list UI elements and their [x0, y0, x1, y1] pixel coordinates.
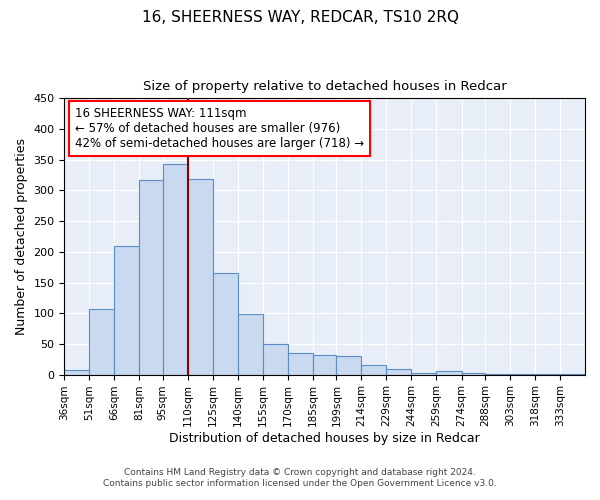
Y-axis label: Number of detached properties: Number of detached properties — [15, 138, 28, 335]
Bar — [288, 353, 313, 374]
Bar — [361, 365, 386, 374]
Bar — [188, 179, 213, 374]
Bar — [337, 356, 361, 374]
Bar — [436, 371, 461, 374]
Bar — [313, 355, 337, 374]
Bar — [213, 274, 238, 374]
Bar — [64, 370, 89, 374]
Bar — [263, 344, 288, 374]
Title: Size of property relative to detached houses in Redcar: Size of property relative to detached ho… — [143, 80, 506, 93]
Text: Contains HM Land Registry data © Crown copyright and database right 2024.
Contai: Contains HM Land Registry data © Crown c… — [103, 468, 497, 487]
Bar — [386, 369, 412, 374]
Text: 16 SHEERNESS WAY: 111sqm
← 57% of detached houses are smaller (976)
42% of semi-: 16 SHEERNESS WAY: 111sqm ← 57% of detach… — [75, 106, 364, 150]
X-axis label: Distribution of detached houses by size in Redcar: Distribution of detached houses by size … — [169, 432, 480, 445]
Bar — [115, 246, 139, 374]
Bar — [412, 373, 436, 374]
Bar — [139, 180, 163, 374]
Bar — [89, 309, 115, 374]
Text: 16, SHEERNESS WAY, REDCAR, TS10 2RQ: 16, SHEERNESS WAY, REDCAR, TS10 2RQ — [142, 10, 458, 25]
Bar — [163, 164, 188, 374]
Bar — [238, 314, 263, 374]
